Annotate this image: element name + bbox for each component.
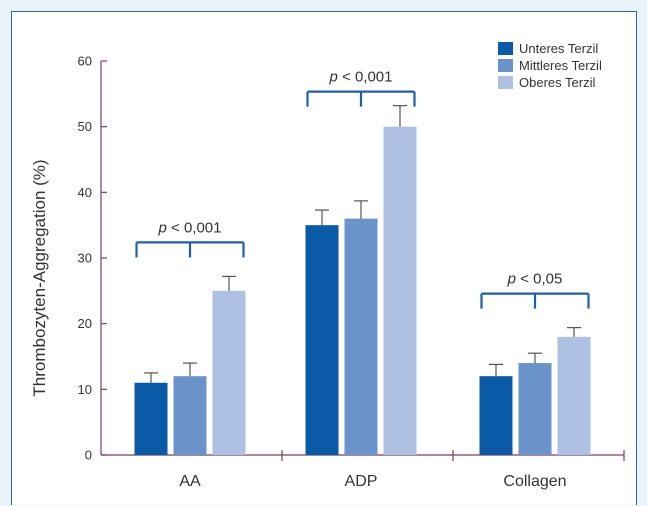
y-tick-label: 20 — [78, 316, 92, 331]
p-value-label: p < 0,001 — [329, 69, 393, 86]
category-label-collagen: Collagen — [503, 473, 566, 490]
y-tick-label: 40 — [78, 185, 92, 200]
bar-collagen-1 — [479, 376, 513, 455]
y-tick-label: 0 — [85, 448, 92, 463]
p-comparison: < 0,001 — [167, 219, 222, 236]
legend-swatch-2 — [498, 59, 513, 72]
p-symbol: p — [158, 219, 167, 236]
p-comparison: < 0,05 — [516, 271, 562, 288]
p-value-label: p < 0,05 — [507, 271, 563, 288]
legend-label-2: Mittleres Terzil — [519, 58, 602, 73]
p-symbol: p — [329, 69, 338, 86]
y-tick-label: 50 — [78, 119, 92, 134]
y-tick-label: 30 — [78, 251, 92, 266]
bar-aa-2 — [173, 376, 207, 455]
p-comparison: < 0,001 — [338, 69, 393, 86]
legend-label-3: Oberes Terzil — [519, 75, 595, 90]
legend-swatch-1 — [498, 42, 513, 55]
bar-collagen-2 — [518, 363, 552, 455]
p-symbol: p — [507, 271, 516, 288]
category-label-aa: AA — [179, 473, 201, 490]
legend-swatch-3 — [498, 76, 513, 89]
bar-adp-1 — [305, 225, 339, 455]
bar-chart: Thrombozyten-Aggregation (%) 0 10 20 30 40 50 6… — [30, 41, 625, 490]
legend-label-1: Unteres Terzil — [519, 41, 598, 56]
y-tick-label: 10 — [78, 382, 92, 397]
bar-collagen-3 — [557, 336, 591, 455]
bar-aa-1 — [134, 382, 168, 455]
category-label-adp: ADP — [345, 473, 378, 490]
chart-frame: Thrombozyten-Aggregation (%) 0 10 20 30 40 50 6… — [11, 11, 637, 505]
p-value-label: p < 0,001 — [158, 219, 222, 236]
bar-aa-3 — [212, 290, 246, 455]
y-tick-label: 60 — [78, 54, 92, 69]
bar-adp-3 — [383, 126, 417, 456]
y-axis-label: Thrombozyten-Aggregation (%) — [30, 159, 49, 396]
bar-adp-2 — [344, 218, 378, 455]
